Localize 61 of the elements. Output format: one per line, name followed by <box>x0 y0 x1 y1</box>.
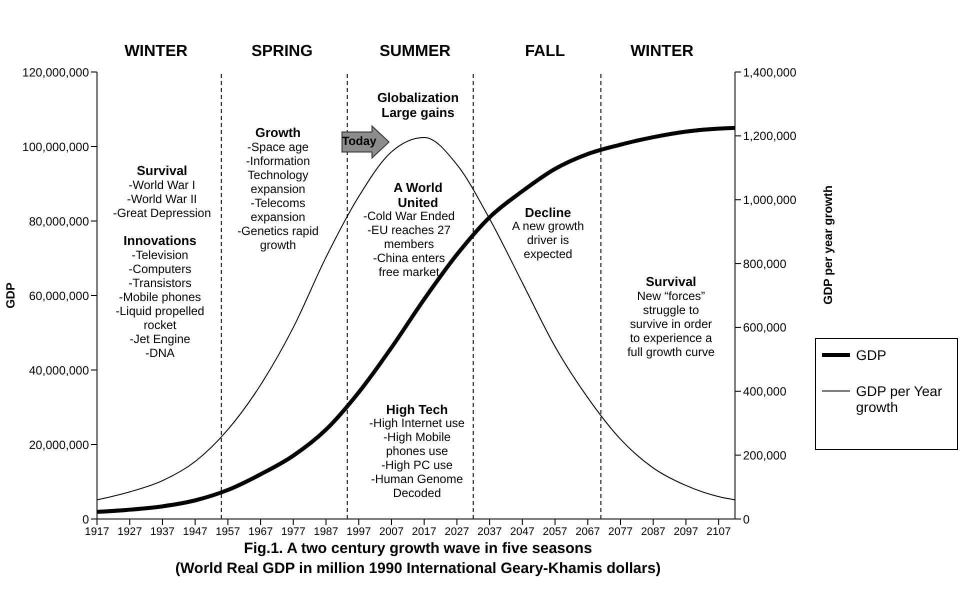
y-tick-label: 40,000,000 <box>28 363 90 378</box>
y-tick-label: 0 <box>82 512 90 526</box>
annotation: Innovations <box>124 233 196 248</box>
y2-tick-label: 200,000 <box>743 448 787 462</box>
x-tick-label: 1997 <box>346 526 371 538</box>
x-tick-label: 1947 <box>182 526 208 538</box>
text: Fig.1. A two century growth wave in five seasons <box>242 540 594 557</box>
y-axis-title: GDP <box>3 282 18 309</box>
x-tick-label: 2007 <box>379 526 404 538</box>
y2-axis-title: GDP per year growth <box>820 184 836 307</box>
text: (World Real GDP in million 1990 International Geary-Khamis dollars) <box>174 560 662 577</box>
x-tick-label: 2107 <box>706 526 731 538</box>
x-tick-label: 1937 <box>150 526 175 538</box>
annotation: -World War I -World War II -Great Depression <box>112 178 212 220</box>
annotation: Decline <box>524 205 572 220</box>
text: SUMMER <box>378 43 452 61</box>
annotation: New “forces” struggle to survive in order to experience a full growth curve <box>627 289 715 359</box>
annotation: -Cold War Ended -EU reaches 27 members -China enters free market <box>362 209 456 279</box>
x-tick-label: 2087 <box>640 526 666 538</box>
y2-tick-label: 1,200,000 <box>743 129 797 144</box>
text: WINTER <box>123 43 189 61</box>
text: SPRING <box>250 43 314 61</box>
y-tick-label: 60,000,000 <box>28 288 90 303</box>
y2-tick-label: 800,000 <box>743 256 787 271</box>
y2-tick-label: 1,000,000 <box>743 192 797 207</box>
x-tick-label: 2047 <box>510 526 535 538</box>
x-tick-label: 1967 <box>248 526 273 538</box>
annotation: Growth <box>255 125 301 140</box>
y-tick-label: 80,000,000 <box>28 214 90 228</box>
legend-label: GDP <box>856 347 886 363</box>
y-tick-label: 20,000,000 <box>28 438 90 452</box>
annotation: Survival <box>644 274 698 289</box>
x-tick-label: 1977 <box>281 526 306 538</box>
x-tick-label: 1917 <box>84 526 110 538</box>
y2-tick-label: 400,000 <box>743 384 787 399</box>
text: WINTER <box>629 43 695 61</box>
x-tick-label: 2057 <box>542 526 568 538</box>
x-tick-label: 2077 <box>608 526 633 538</box>
x-tick-label: 1927 <box>117 526 142 538</box>
annotation: -High Internet use -High Mobile phones use -High PC use -Human Genome Decoded <box>368 416 466 500</box>
annotation: Survival <box>136 163 188 178</box>
y-tick-label: 120,000,000 <box>22 65 90 80</box>
text: FALL <box>524 43 566 61</box>
annotation: Globalization Large gains <box>376 90 460 120</box>
annotation: -Space age -Information Technology expansion -Telecoms expansion -Genetics rapid growth <box>237 140 319 252</box>
annotation: High Tech <box>385 402 449 417</box>
y2-tick-label: 600,000 <box>743 320 787 335</box>
x-tick-label: 2067 <box>576 526 600 538</box>
x-tick-label: 1987 <box>314 526 338 538</box>
annotation: A new growth driver is expected <box>510 219 586 261</box>
annotation: -Television -Computers -Transistors -Mobile phones -Liquid propelled rocket -Jet Engine -DNA <box>116 248 204 360</box>
annotation: A World United <box>392 180 444 210</box>
y-tick-label: 100,000,000 <box>22 140 90 154</box>
legend-label: GDP per Year growth <box>856 383 944 415</box>
x-tick-label: 2017 <box>412 526 436 538</box>
x-tick-label: 2097 <box>674 526 698 538</box>
y2-tick-label: 1,400,000 <box>743 65 797 80</box>
x-tick-label: 2027 <box>444 526 470 538</box>
y2-tick-label: 0 <box>743 512 750 526</box>
x-tick-label: 2037 <box>477 526 502 538</box>
x-tick-label: 1957 <box>216 526 240 538</box>
